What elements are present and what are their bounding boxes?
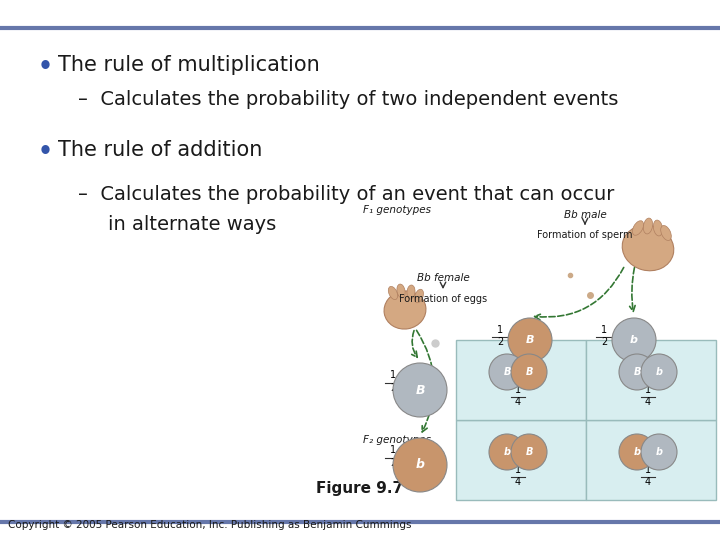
Ellipse shape [653,220,662,236]
Ellipse shape [397,284,405,298]
Text: b: b [503,447,510,457]
Text: –  Calculates the probability of two independent events: – Calculates the probability of two inde… [78,90,618,109]
Bar [456,340,586,420]
Text: •: • [38,55,53,79]
Text: 1: 1 [601,325,607,335]
Ellipse shape [388,286,397,300]
Text: B: B [503,367,510,377]
Text: 4: 4 [645,477,651,487]
Text: B: B [526,367,533,377]
Text: 2: 2 [390,458,396,468]
Text: 1: 1 [515,385,521,395]
Text: 1: 1 [645,385,651,395]
Text: B: B [526,335,534,345]
Text: b: b [415,458,425,471]
Text: b: b [634,447,641,457]
Circle shape [489,354,525,390]
Text: 4: 4 [515,477,521,487]
Circle shape [393,438,447,492]
Circle shape [619,434,655,470]
Text: Bb male: Bb male [564,210,606,220]
Text: B: B [415,383,425,396]
Text: 2: 2 [497,337,503,347]
Text: –  Calculates the probability of an event that can occur: – Calculates the probability of an event… [78,185,614,204]
Ellipse shape [632,221,644,235]
Text: 1: 1 [515,465,521,475]
Circle shape [612,318,656,362]
Ellipse shape [644,218,652,234]
Text: b: b [655,367,662,377]
Circle shape [508,318,552,362]
Circle shape [511,354,547,390]
Circle shape [511,434,547,470]
Bar [456,420,586,500]
Ellipse shape [661,226,671,240]
Text: •: • [38,140,53,164]
Text: 4: 4 [515,397,521,407]
Text: 1: 1 [497,325,503,335]
Text: 2: 2 [601,337,607,347]
Circle shape [619,354,655,390]
Circle shape [489,434,525,470]
Text: The rule of addition: The rule of addition [58,140,262,160]
Text: 1: 1 [390,370,396,380]
Circle shape [641,434,677,470]
Ellipse shape [407,285,415,299]
Text: 4: 4 [645,397,651,407]
Text: in alternate ways: in alternate ways [108,215,276,234]
Ellipse shape [622,225,674,271]
Text: Figure 9.7: Figure 9.7 [316,481,404,496]
Text: b: b [630,335,638,345]
Text: 1: 1 [390,445,396,455]
Text: B: B [634,367,641,377]
Text: B: B [526,447,533,457]
Text: Bb female: Bb female [417,273,469,283]
Circle shape [641,354,677,390]
Text: F₁ genotypes: F₁ genotypes [363,205,431,215]
Text: b: b [655,447,662,457]
Ellipse shape [415,289,423,303]
Text: Formation of sperm: Formation of sperm [537,230,633,240]
Bar [586,420,716,500]
Text: F₂ genotypes: F₂ genotypes [363,435,431,445]
Text: Copyright © 2005 Pearson Education, Inc. Publishing as Benjamin Cummings: Copyright © 2005 Pearson Education, Inc.… [8,520,412,530]
Text: 2: 2 [390,383,396,393]
Text: Formation of eggs: Formation of eggs [399,294,487,304]
Text: The rule of multiplication: The rule of multiplication [58,55,320,75]
Ellipse shape [384,291,426,329]
Bar [586,340,716,420]
Circle shape [393,363,447,417]
Text: 1: 1 [645,465,651,475]
